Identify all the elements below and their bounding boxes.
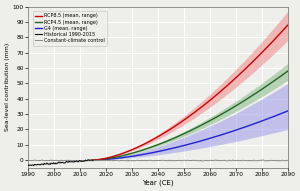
Y-axis label: Sea-level contribution (mm): Sea-level contribution (mm) — [5, 43, 10, 131]
X-axis label: Year (CE): Year (CE) — [142, 180, 174, 186]
Legend: RCP8.5 (mean, range), RCP4.5 (mean, range), G4 (mean, range), Historical 1990-20: RCP8.5 (mean, range), RCP4.5 (mean, rang… — [33, 11, 107, 46]
